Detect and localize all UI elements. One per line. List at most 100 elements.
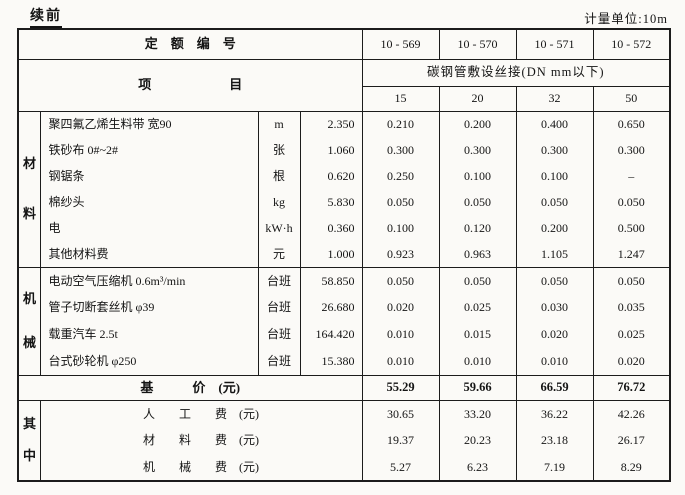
value-cell: 0.300 — [516, 137, 594, 163]
quantity-cell: 15.380 — [300, 348, 363, 376]
size-col-2: 20 — [439, 86, 517, 112]
value-cell: 5.27 — [362, 454, 440, 481]
item-header: 项 目 — [18, 59, 363, 112]
unit-cell: 根 — [258, 163, 301, 189]
table-row: 载重汽车 2.5t 台班 164.420 0.010 0.015 0.020 0… — [18, 321, 670, 348]
quantity-cell: 5.830 — [300, 189, 363, 215]
table-row: 材料 聚四氟乙烯生料带 宽90 m 2.350 0.210 0.200 0.40… — [18, 111, 670, 268]
size-col-3: 32 — [516, 86, 594, 112]
table-row: 管子切断套丝机 φ39 台班 26.680 0.020 0.025 0.030 … — [18, 294, 670, 321]
quantity-cell: 1.000 — [300, 241, 363, 268]
breakdown-label: 材 料 费 (元) — [40, 427, 363, 454]
value-cell: 0.015 — [439, 321, 517, 348]
table-row: 其中 人 工 费 (元) 30.65 33.20 36.22 42.26 — [18, 400, 670, 481]
value-cell: 0.020 — [516, 321, 594, 348]
table-row: 机 械 费 (元) 5.27 6.23 7.19 8.29 — [18, 454, 670, 481]
value-cell: – — [628, 168, 635, 183]
unit-cell: 元 — [258, 241, 301, 268]
value-cell: 36.22 — [516, 400, 594, 427]
item-name-cell: 钢锯条 — [40, 163, 259, 189]
value-cell: 0.100 — [439, 163, 517, 189]
value-cell: 0.050 — [439, 267, 517, 294]
quantity-cell: 2.350 — [300, 111, 363, 137]
quantity-cell: 1.060 — [300, 137, 363, 163]
value-cell: 0.050 — [362, 267, 440, 294]
table-row: 钢锯条 根 0.620 0.250 0.100 0.100 – — [18, 163, 670, 189]
value-cell: 8.29 — [620, 459, 642, 474]
base-price-value: 76.72 — [593, 375, 671, 401]
value-cell: 0.923 — [362, 241, 440, 268]
value-cell: 19.37 — [362, 427, 440, 454]
value-cell: 0.010 — [362, 348, 440, 376]
value-cell: 0.050 — [617, 273, 645, 288]
value-cell: 0.300 — [439, 137, 517, 163]
value-cell: 0.963 — [439, 241, 517, 268]
value-cell: 33.20 — [439, 400, 517, 427]
value-cell: 0.120 — [439, 215, 517, 241]
unit-cell: kW·h — [258, 215, 301, 241]
unit-cell: 台班 — [258, 348, 301, 376]
table-row: 机械 电动空气压缩机 0.6m³/min 台班 58.850 0.050 0.0… — [18, 267, 670, 376]
item-name-cell: 载重汽车 2.5t — [40, 321, 259, 348]
quantity-cell: 0.620 — [300, 163, 363, 189]
value-cell: 0.050 — [516, 267, 594, 294]
unit-cell: 张 — [258, 137, 301, 163]
value-cell: 26.17 — [617, 433, 645, 448]
value-cell: 1.105 — [516, 241, 594, 268]
item-name-cell: 电动空气压缩机 0.6m³/min — [40, 267, 259, 294]
table-row: 台式砂轮机 φ250 台班 15.380 0.010 0.010 0.010 0… — [18, 348, 671, 376]
value-cell: 0.210 — [362, 111, 440, 137]
item-name-cell: 台式砂轮机 φ250 — [40, 348, 259, 376]
breakdown-label: 人 工 费 (元) — [40, 400, 363, 427]
value-cell: 0.200 — [516, 215, 594, 241]
table-row: 其他材料费 元 1.000 0.923 0.963 1.105 1.247 — [18, 241, 671, 268]
group-header: 碳钢管敷设丝接(DN mm以下) — [362, 59, 671, 87]
value-cell: 0.100 — [362, 215, 440, 241]
value-cell: 0.500 — [617, 220, 645, 235]
size-col-1: 15 — [362, 86, 440, 112]
value-cell: 0.050 — [516, 189, 594, 215]
table-row: 电 kW·h 0.360 0.100 0.120 0.200 0.500 — [18, 215, 670, 241]
value-cell: 0.050 — [439, 189, 517, 215]
value-cell: 0.035 — [617, 300, 645, 315]
page-header: 续前 计量单位:10m — [0, 0, 685, 28]
value-cell: 6.23 — [439, 454, 517, 481]
value-cell: 0.025 — [617, 327, 645, 342]
value-cell: 0.400 — [516, 111, 594, 137]
quota-table: 定 额 编 号 10 - 569 10 - 570 10 - 571 10 - … — [17, 28, 672, 482]
item-name-cell: 电 — [40, 215, 259, 241]
value-cell: 1.247 — [593, 241, 671, 268]
category-material: 材料 — [18, 111, 41, 268]
base-price-value: 66.59 — [516, 375, 594, 401]
unit-cell: m — [258, 111, 301, 137]
item-name-cell: 棉纱头 — [40, 189, 259, 215]
table-row: 棉纱头 kg 5.830 0.050 0.050 0.050 0.050 — [18, 189, 670, 215]
value-cell: 23.18 — [516, 427, 594, 454]
quantity-cell: 164.420 — [300, 321, 363, 348]
item-name-cell: 其他材料费 — [40, 241, 259, 268]
unit-cell: kg — [258, 189, 301, 215]
item-name-cell: 管子切断套丝机 φ39 — [40, 294, 259, 321]
breakdown-label: 机 械 费 (元) — [40, 454, 363, 481]
value-cell: 0.250 — [362, 163, 440, 189]
unit-cell: 台班 — [258, 294, 301, 321]
value-cell: 42.26 — [617, 406, 645, 421]
base-price-label: 基 价 (元) — [18, 375, 363, 401]
value-cell: 0.100 — [516, 163, 594, 189]
value-cell: 0.020 — [362, 294, 440, 321]
value-cell: 0.300 — [362, 137, 440, 163]
value-cell: 30.65 — [362, 400, 440, 427]
value-cell: 0.010 — [516, 348, 594, 376]
category-machine: 机械 — [18, 267, 41, 376]
value-cell: 0.300 — [617, 142, 645, 157]
category-breakdown: 其中 — [18, 400, 41, 481]
unit-cell: 台班 — [258, 321, 301, 348]
value-cell: 0.200 — [439, 111, 517, 137]
quota-col-2: 10 - 570 — [439, 29, 517, 60]
size-col-4: 50 — [593, 86, 671, 112]
quantity-cell: 58.850 — [300, 267, 363, 294]
base-price-row: 基 价 (元) 55.29 59.66 66.59 76.72 — [18, 375, 671, 401]
quota-col-1: 10 - 569 — [362, 29, 440, 60]
quantity-cell: 26.680 — [300, 294, 363, 321]
base-price-value: 59.66 — [439, 375, 517, 401]
